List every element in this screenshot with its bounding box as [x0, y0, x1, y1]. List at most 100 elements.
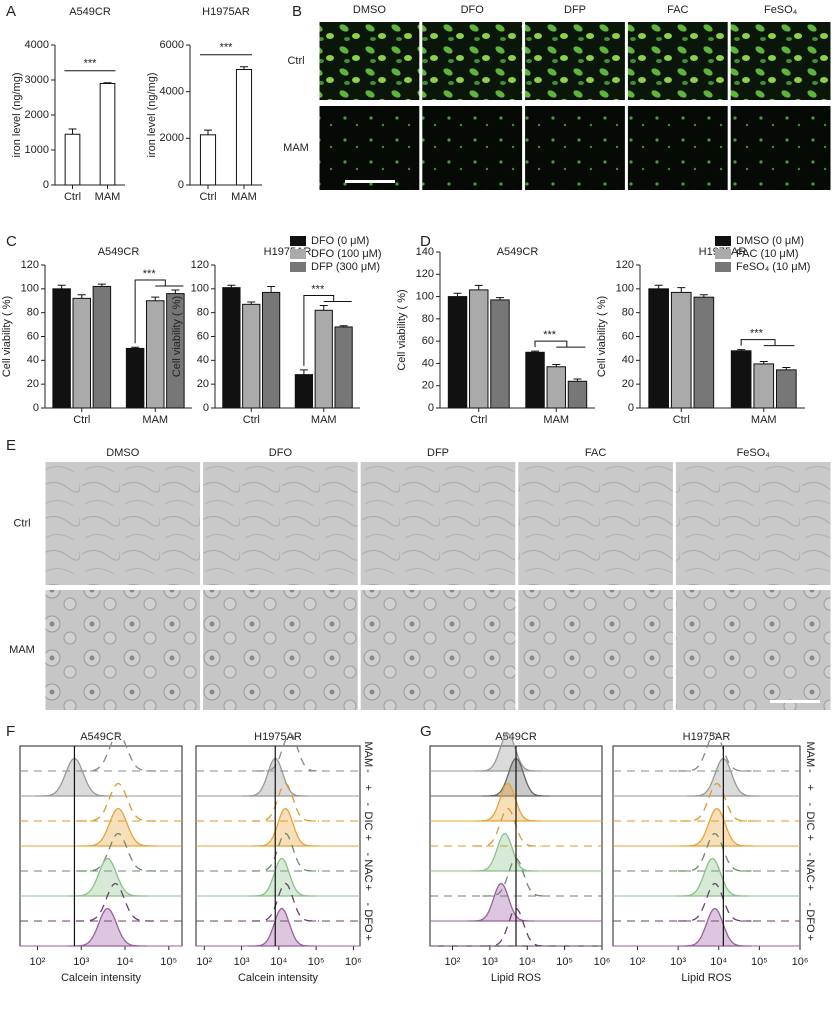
density-curve	[68, 857, 147, 897]
row-label: MAM	[9, 644, 35, 656]
error-bar	[699, 294, 708, 298]
y-tick-label: 60	[27, 330, 39, 342]
x-tick-label: 10⁵	[556, 956, 573, 968]
y-axis-label: Cell viability ( %)	[396, 289, 408, 370]
bar	[72, 297, 91, 409]
y-axis-label: Cell viability ( %)	[171, 296, 183, 377]
legend-swatch	[715, 249, 731, 259]
row-label: DIC	[362, 812, 374, 831]
x-tick-label: 10²	[196, 956, 212, 968]
x-tick-label: Ctrl	[199, 191, 216, 203]
micrograph	[627, 22, 728, 100]
bar	[776, 369, 797, 409]
row-label: NAC	[804, 859, 816, 882]
micrograph	[360, 462, 516, 585]
micrograph	[675, 462, 831, 585]
error-bar	[131, 346, 140, 349]
chart-title: A549CR	[80, 731, 122, 743]
x-axis-label: Lipid ROS	[491, 972, 541, 984]
error-bar	[267, 285, 276, 293]
legend-swatch	[715, 262, 731, 272]
error-bar	[737, 349, 746, 351]
x-tick-label: 10²	[445, 956, 461, 968]
x-tick-label: 10⁴	[270, 956, 287, 968]
x-tick-label: Ctrl	[470, 414, 487, 426]
row-label: -	[362, 852, 374, 856]
x-tick-label: 10⁶	[345, 956, 362, 968]
micrograph	[518, 590, 673, 710]
significance-label: ***	[750, 328, 764, 340]
y-tick-label: 80	[622, 307, 634, 319]
error-bar	[453, 292, 462, 297]
x-tick-label: 10⁴	[117, 956, 134, 968]
density-curve	[474, 732, 542, 772]
y-tick-label: 20	[197, 378, 209, 390]
y-tick-label: 2000	[160, 132, 184, 144]
y-tick-label: 20	[422, 380, 434, 392]
row-label: +	[362, 934, 374, 940]
error-bar	[573, 378, 582, 382]
x-axis-label: Calcein intensity	[238, 972, 319, 984]
chart-title: H1975AR	[254, 731, 302, 743]
row-label: -	[362, 902, 374, 906]
bar	[99, 83, 116, 186]
panel-label: C	[6, 233, 17, 250]
bar	[314, 309, 333, 409]
x-axis-label: Lipid ROS	[681, 972, 731, 984]
error-bar	[319, 305, 328, 311]
bar	[52, 288, 71, 409]
density-curve	[256, 732, 324, 772]
density-curve	[251, 807, 319, 847]
panel-label: F	[6, 723, 15, 740]
density-curve	[78, 782, 158, 822]
bar	[125, 347, 145, 409]
chart-title: A549CR	[497, 246, 539, 258]
column-label: DMSO	[106, 447, 139, 459]
micrograph	[203, 462, 358, 585]
density-curve	[678, 907, 752, 947]
column-label: FeSO₄	[764, 4, 798, 16]
legend-swatch	[290, 236, 306, 246]
row-label: DIC	[804, 812, 816, 831]
row-label: -	[362, 802, 374, 806]
density-curve	[467, 882, 535, 922]
x-tick-label: 10⁴	[519, 956, 536, 968]
error-bar	[339, 325, 348, 327]
y-tick-label: 40	[197, 354, 209, 366]
row-label: +	[362, 784, 374, 790]
row-label: -	[804, 769, 816, 773]
y-tick-label: 100	[21, 283, 39, 295]
error-bar	[531, 350, 540, 353]
x-tick-label: 10⁵	[160, 956, 177, 968]
density-curve	[75, 882, 155, 922]
legend-label: DFO (0 μM)	[311, 235, 369, 247]
row-label: MAM	[804, 741, 816, 767]
micrograph	[319, 106, 420, 190]
x-tick-label: 10³	[234, 956, 250, 968]
column-label: DFO	[461, 4, 485, 16]
density-curve	[78, 807, 158, 847]
y-tick-label: 40	[422, 357, 434, 369]
x-tick-label: Ctrl	[243, 414, 260, 426]
x-tick-label: MAM	[751, 414, 777, 426]
bar	[146, 300, 165, 409]
micrograph	[45, 590, 201, 710]
row-label: +	[804, 784, 816, 790]
y-tick-label: 0	[43, 179, 49, 191]
x-tick-label: MAM	[311, 414, 337, 426]
column-label: DFO	[269, 447, 293, 459]
error-bar	[240, 66, 248, 70]
column-label: FeSO₄	[737, 447, 771, 459]
row-label: +	[804, 884, 816, 890]
y-tick-label: 4000	[160, 86, 184, 98]
micrograph	[45, 462, 201, 585]
column-label: DFP	[427, 447, 449, 459]
density-curve	[251, 882, 319, 922]
x-tick-label: MAM	[543, 414, 569, 426]
x-tick-label: 10²	[29, 956, 45, 968]
panel-label: A	[6, 3, 16, 20]
chart-title: H1975AR	[683, 731, 731, 743]
bar	[242, 303, 261, 409]
y-tick-label: 80	[422, 313, 434, 325]
column-label: DMSO	[353, 4, 386, 16]
